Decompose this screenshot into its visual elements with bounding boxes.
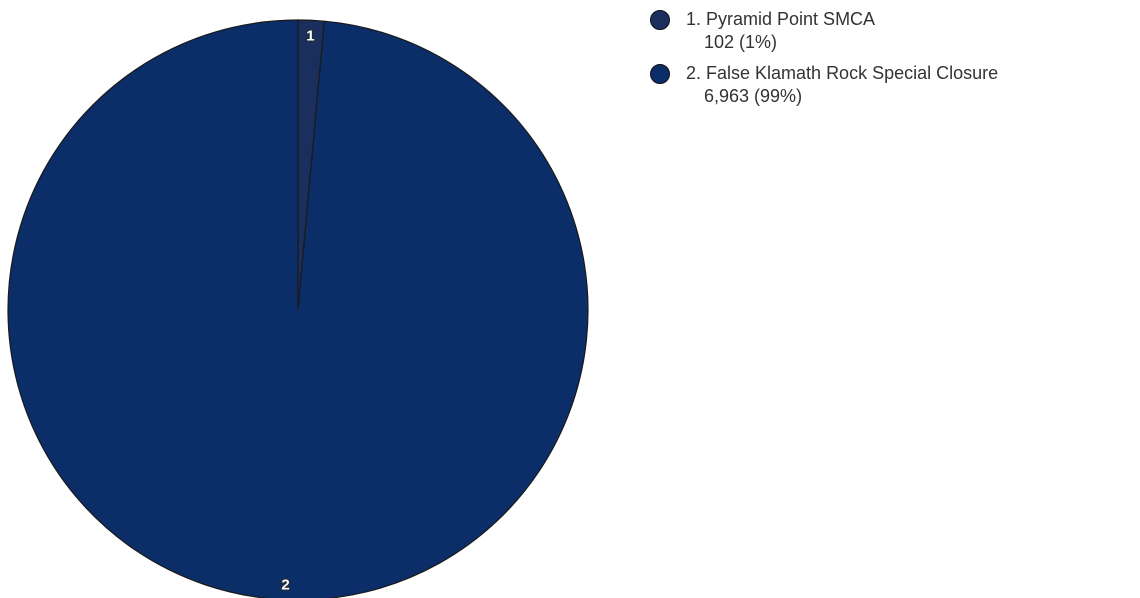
chart-legend: 1. Pyramid Point SMCA 102 (1%) 2. False … [648, 8, 1138, 116]
legend-label-2: 2. False Klamath Rock Special Closure [686, 63, 999, 83]
pie-slices [7, 19, 589, 598]
pie-slice-label-1: 1 [306, 27, 314, 44]
pie-slice-labels: 12 [280, 26, 316, 595]
pie-slice-label-2: 2 [281, 577, 289, 594]
legend-value-1: 102 (1%) [704, 32, 778, 52]
pie-plot-area: 12 [7, 19, 589, 598]
legend-swatch-2 [650, 64, 670, 84]
legend-label-1: 1. Pyramid Point SMCA [686, 9, 876, 29]
pie-slice-2[interactable] [7, 19, 589, 598]
legend-swatch-1 [650, 10, 670, 30]
legend-value-2: 6,963 (99%) [704, 86, 803, 106]
legend-item-2[interactable]: 2. False Klamath Rock Special Closure 6,… [648, 62, 1138, 108]
legend-item-1[interactable]: 1. Pyramid Point SMCA 102 (1%) [648, 8, 1138, 54]
